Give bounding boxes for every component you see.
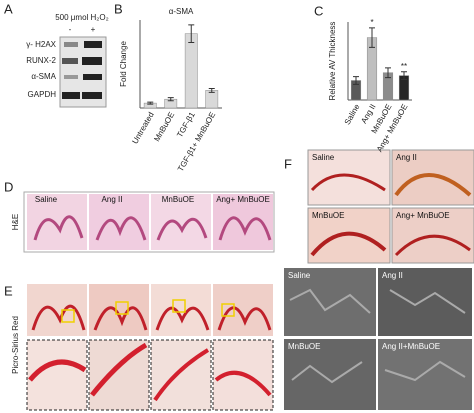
image-label: Ang II — [382, 271, 403, 280]
blot-treatment: 500 μmol H₂O₂ — [55, 13, 109, 22]
chart-title: α-SMA — [169, 7, 194, 16]
blot-row-label: GAPDH — [28, 90, 57, 99]
he-images — [27, 194, 273, 250]
g-images — [284, 268, 472, 410]
sirius-images — [26, 284, 274, 411]
blot-bands — [62, 41, 102, 99]
lane-label: + — [91, 25, 96, 34]
panel-label: F — [284, 156, 292, 171]
error-bar — [401, 71, 407, 81]
he-frame — [23, 191, 275, 253]
x-tick-label: TGF-β1+ MnBuOE — [176, 111, 217, 174]
panel-label: B — [114, 1, 123, 16]
x-tick-label: MnBuOE — [152, 111, 176, 144]
image-label: Ang II — [396, 153, 417, 162]
image-label: Ang II — [102, 195, 123, 204]
panel-label: E — [4, 283, 13, 298]
error-bar — [208, 87, 215, 93]
image-label: MnBuOE — [312, 211, 344, 220]
y-axis-label: Relative AV Thickness — [328, 22, 337, 101]
image-label: Saline — [35, 195, 58, 204]
error-bar — [385, 67, 391, 79]
x-tick-label: Untreated — [130, 111, 155, 146]
image-label: Ang+ MnBuOE — [396, 211, 450, 220]
bar — [184, 33, 198, 109]
image-label: Saline — [312, 153, 335, 162]
blot-row-label: RUNX-2 — [26, 56, 56, 65]
bar — [205, 90, 219, 109]
row-label: Picro-Sirius Red — [11, 316, 20, 374]
error-bar — [353, 76, 359, 85]
lane-label: - — [69, 25, 72, 34]
x-tick-label: TGF-β1 — [175, 110, 197, 139]
image-label: Ang II+MnBuOE — [382, 342, 440, 351]
error-bar — [369, 27, 375, 48]
f-images — [307, 149, 474, 264]
blot-row-label: γ- H2AX — [26, 40, 56, 49]
panel-label: D — [4, 179, 13, 194]
error-bar — [188, 24, 195, 43]
panel-label: A — [4, 1, 13, 16]
image-label: Ang+ MnBuOE — [216, 195, 270, 204]
row-label: H&E — [11, 214, 20, 230]
image-label: MnBuOE — [162, 195, 194, 204]
error-bar — [167, 97, 174, 102]
image-label: Saline — [288, 271, 311, 280]
annotation: * — [370, 18, 373, 27]
x-tick-label: Saline — [343, 102, 362, 126]
panel-label: C — [314, 3, 323, 18]
annotation: ** — [401, 62, 407, 71]
image-label: MnBuOE — [288, 342, 320, 351]
blot-row-label: α-SMA — [31, 72, 56, 81]
y-axis-label: Fold Change — [119, 41, 128, 87]
error-bar — [147, 101, 154, 105]
